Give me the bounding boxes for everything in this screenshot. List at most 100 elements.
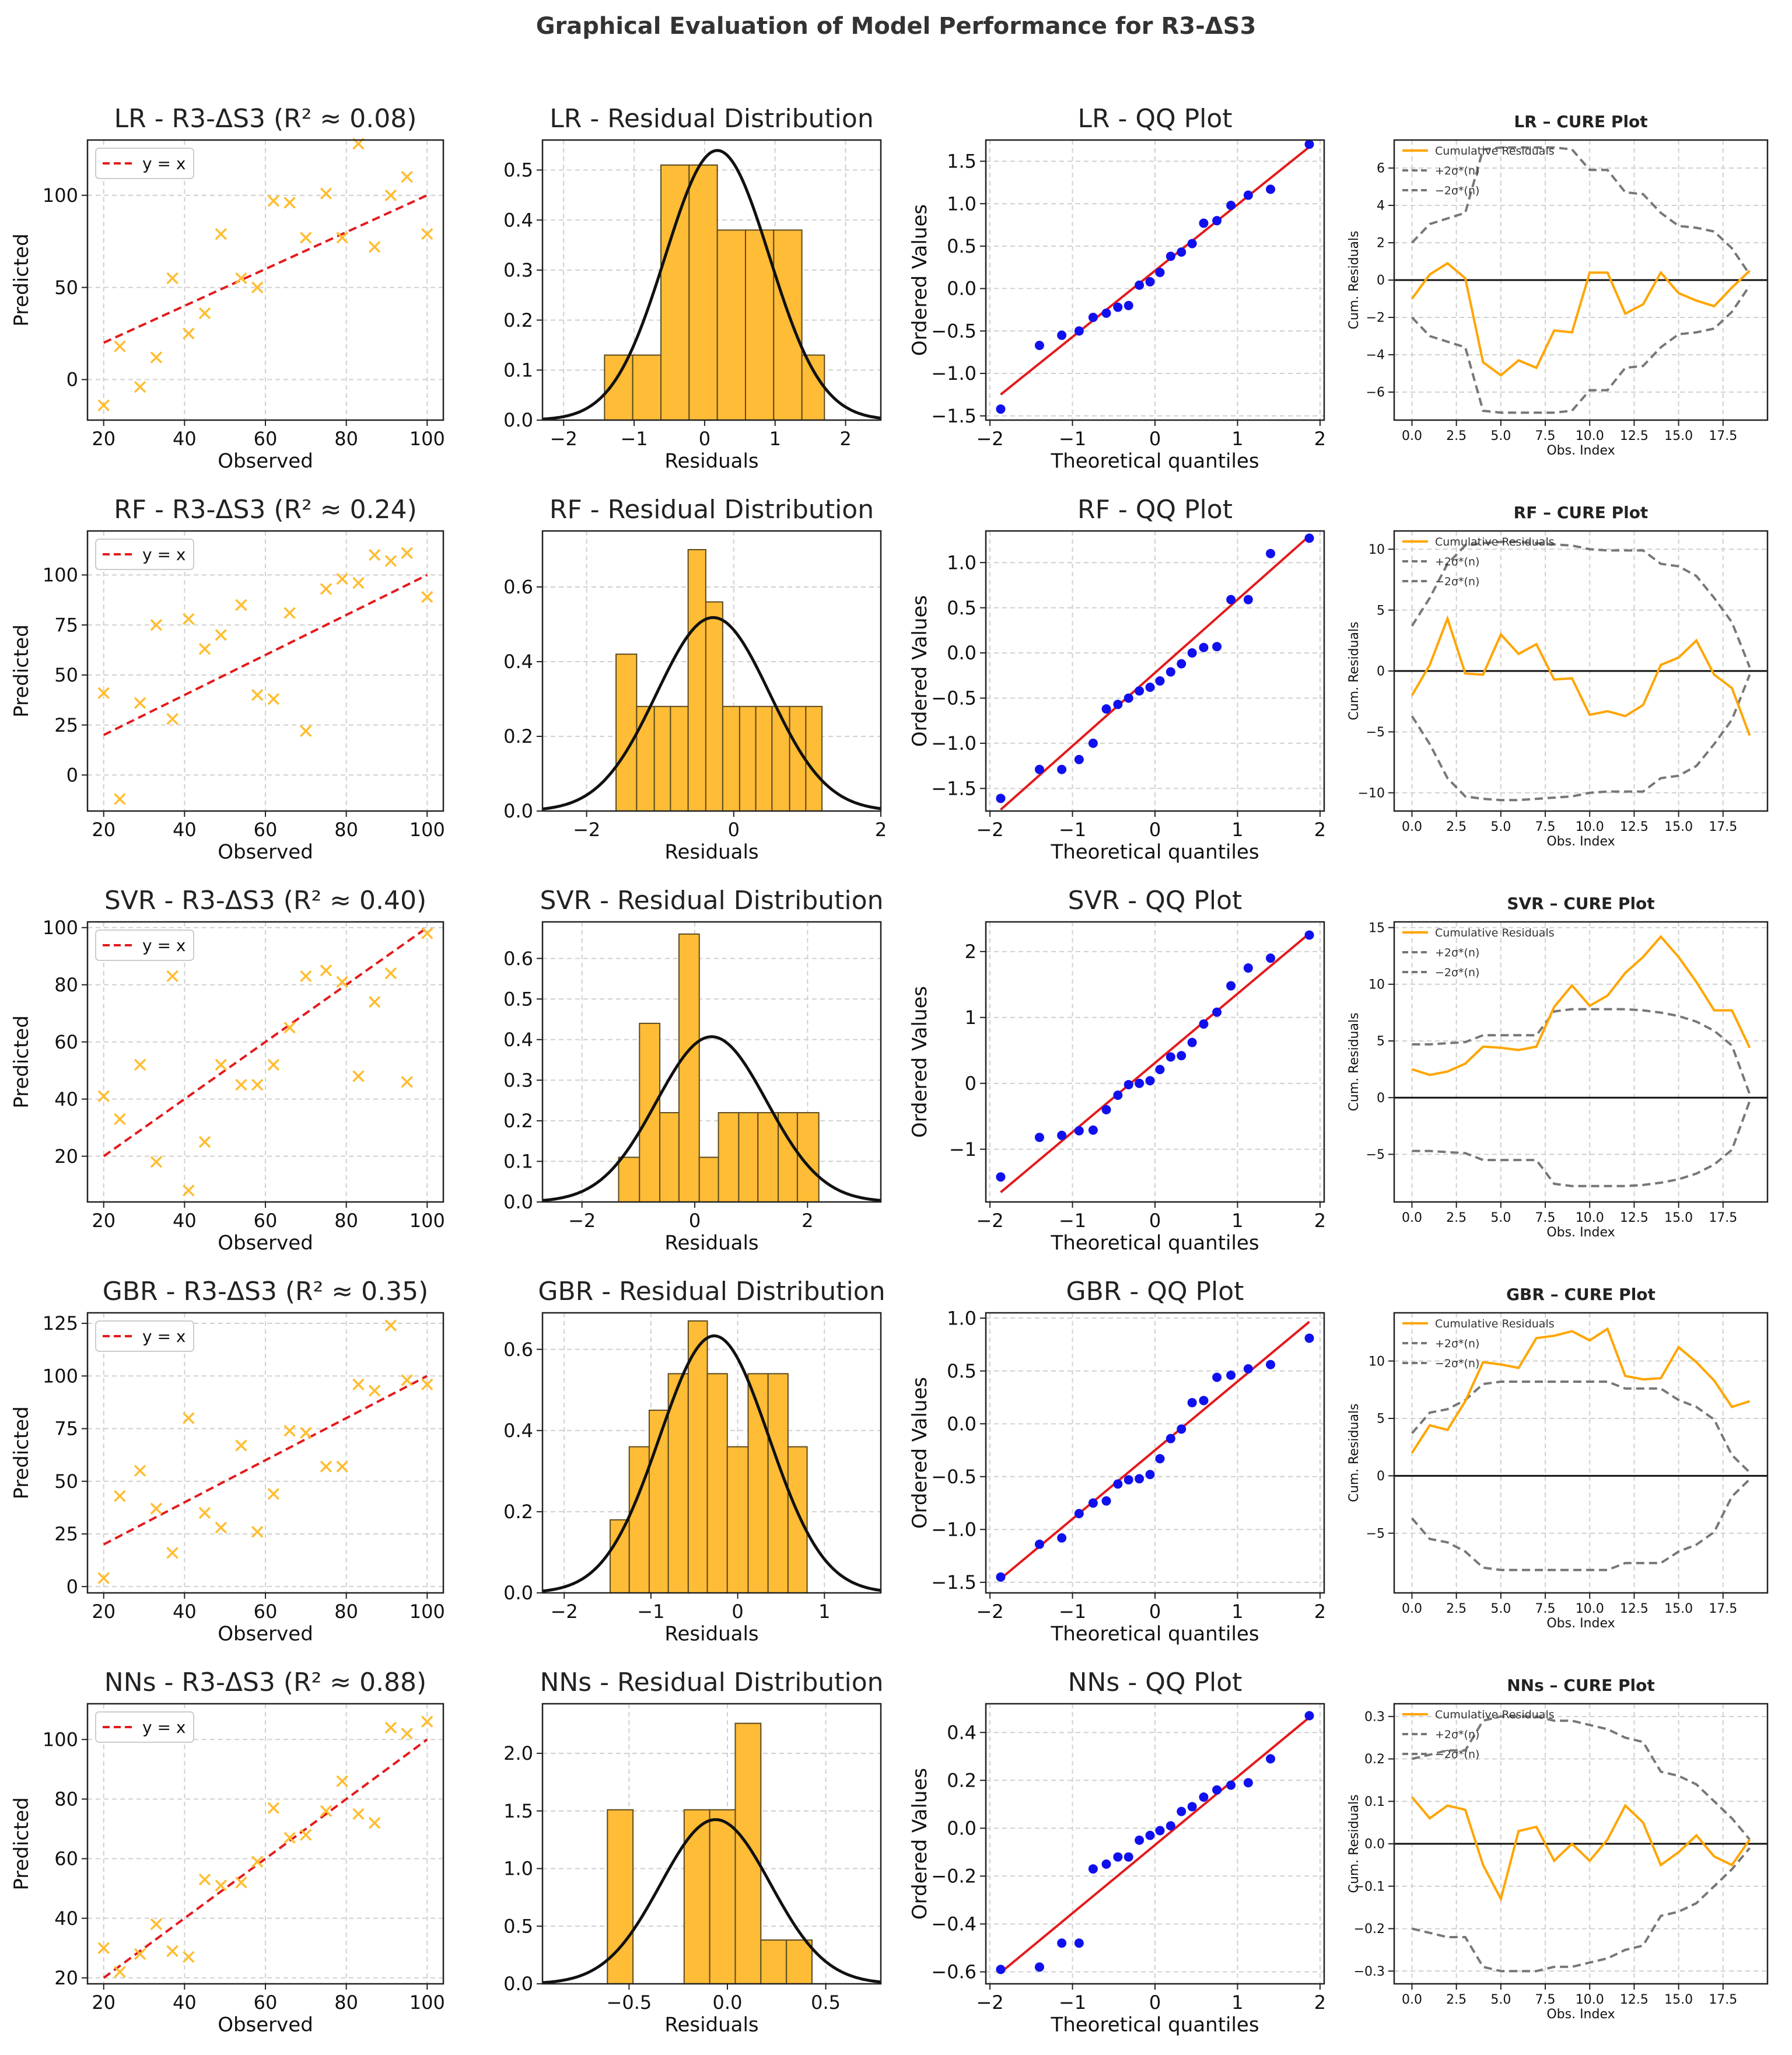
lower-bound-line — [1412, 1847, 1751, 1973]
x-tick-label: 10.0 — [1576, 820, 1604, 834]
x-tick-label: 0.0 — [1402, 1602, 1422, 1616]
legend-box — [95, 148, 194, 179]
x-tick-label: 5.0 — [1490, 1602, 1511, 1616]
x-tick-label: 17.5 — [1709, 1993, 1737, 2007]
x-tick-label: 0.0 — [1402, 429, 1422, 443]
x-tick-label: −2 — [568, 1210, 596, 1232]
legend-label: −2σ*(n) — [1435, 966, 1479, 979]
x-tick-label: 17.5 — [1709, 1211, 1737, 1225]
data-point — [183, 1951, 195, 1963]
y-axis-label: Cum. Residuals — [1347, 621, 1362, 720]
data-point-stroke — [183, 613, 195, 625]
data-point-stroke — [134, 1948, 146, 1960]
qq-point — [1212, 1372, 1222, 1382]
data-point — [336, 1775, 348, 1788]
data-point — [267, 1802, 280, 1814]
data-point-stroke — [183, 1184, 195, 1197]
data-point-stroke — [150, 618, 163, 631]
histogram-bar — [604, 354, 634, 421]
data-point — [267, 693, 280, 705]
data-point — [384, 1721, 397, 1734]
data-point — [336, 976, 348, 988]
x-tick-label: 7.5 — [1535, 1211, 1556, 1225]
data-point — [166, 1945, 178, 1958]
data-point-stroke — [251, 689, 264, 701]
data-point-stroke — [267, 1802, 280, 1814]
x-tick-label: 10.0 — [1576, 1211, 1604, 1225]
y-axis-label: Ordered Values — [908, 1377, 932, 1529]
data-point-stroke — [368, 995, 381, 1008]
data-point — [198, 307, 211, 320]
x-tick-label: 0 — [699, 428, 710, 450]
lower-bound-line — [1412, 1100, 1751, 1187]
y-equals-x-line — [103, 1375, 428, 1546]
qq-point — [996, 794, 1006, 803]
data-point-stroke — [134, 380, 146, 393]
y-tick-label: 0.1 — [503, 359, 533, 381]
x-tick-label: 2 — [1314, 428, 1326, 450]
legend-box — [95, 929, 194, 961]
y-tick-label: −5 — [1366, 1148, 1385, 1162]
y-tick-label: 100 — [43, 564, 78, 586]
data-point — [401, 170, 413, 183]
y-tick-label: 0.6 — [503, 576, 533, 598]
x-tick-label: 40 — [173, 1210, 197, 1232]
cumulative-residual-line — [1410, 261, 1751, 377]
y-tick-label: −1.5 — [931, 777, 977, 799]
data-point — [384, 1319, 397, 1331]
y-tick-label: 40 — [54, 1907, 78, 1930]
x-tick-label: 15.0 — [1664, 820, 1693, 834]
x-tick-label: 2.5 — [1446, 1993, 1466, 2007]
data-point-stroke — [215, 1058, 227, 1071]
x-tick-label: 17.5 — [1709, 820, 1737, 834]
upper-bound-line — [1412, 1008, 1751, 1095]
data-point — [166, 970, 178, 983]
x-tick-label: 100 — [410, 428, 445, 450]
y-tick-label: −0.5 — [931, 320, 977, 342]
qq-point — [1212, 216, 1222, 226]
y-axis-label: Cum. Residuals — [1347, 1012, 1362, 1111]
data-point-stroke — [114, 793, 126, 805]
plot-frame — [985, 139, 1325, 421]
qq-point — [996, 1172, 1006, 1182]
data-point — [320, 583, 332, 595]
qq-point — [1304, 533, 1314, 543]
panel-title: NNs – CURE Plot — [1507, 1676, 1655, 1695]
data-point-stroke — [235, 1078, 247, 1091]
x-tick-label: 17.5 — [1709, 429, 1737, 443]
plot-frame — [541, 530, 882, 812]
x-axis-label: Theoretical quantiles — [1050, 1232, 1259, 1255]
data-point-stroke — [235, 1876, 247, 1889]
lower-bound-line — [1411, 285, 1751, 414]
data-point — [401, 1076, 413, 1088]
x-tick-label: −2 — [976, 1210, 1003, 1232]
x-tick-label: 2.5 — [1446, 429, 1466, 443]
x-tick-label: 80 — [334, 819, 358, 841]
x-tick-label: −0.5 — [607, 1991, 652, 2014]
panel-title: RF - R3-ΔS3 (R² ≈ 0.24) — [114, 495, 417, 525]
y-tick-label: 0.0 — [947, 1413, 977, 1435]
qq-point — [1155, 1453, 1165, 1463]
x-axis-label: Observed — [218, 841, 313, 864]
data-point — [97, 687, 110, 699]
x-axis-label: Observed — [218, 2014, 313, 2037]
x-tick-label: −2 — [976, 819, 1003, 841]
plot-frame — [86, 139, 444, 421]
data-point — [300, 970, 312, 983]
data-point — [97, 1090, 110, 1103]
data-point-stroke — [198, 1135, 211, 1148]
x-tick-label: 2 — [875, 819, 887, 841]
qq-point — [1199, 642, 1209, 652]
panel-title: GBR - QQ Plot — [1066, 1277, 1244, 1306]
data-point-stroke — [352, 1808, 365, 1820]
y-tick-label: 0.5 — [947, 597, 977, 619]
y-tick-label: 20 — [54, 1145, 78, 1168]
x-tick-label: 20 — [92, 428, 116, 450]
y-tick-label: 0.5 — [947, 235, 977, 257]
data-point — [336, 1460, 348, 1473]
qq-reference-line — [1000, 1320, 1310, 1580]
y-tick-label: 0.2 — [503, 725, 533, 747]
